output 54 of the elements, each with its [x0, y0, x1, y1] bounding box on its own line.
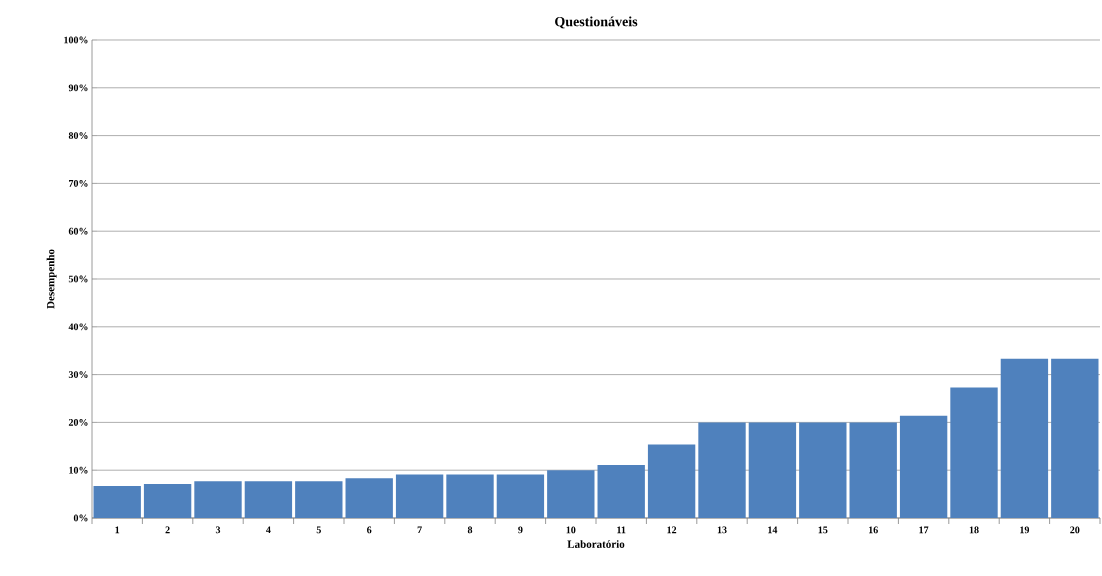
bar — [194, 481, 242, 518]
x-tick-label: 2 — [165, 526, 170, 534]
x-tick-label: 3 — [215, 526, 221, 534]
bar — [345, 478, 393, 518]
x-tick-label: 9 — [518, 526, 523, 534]
y-tick-label: 100% — [64, 36, 88, 44]
bar — [748, 422, 797, 518]
x-tick-label: 1 — [115, 526, 120, 534]
x-tick-label: 11 — [617, 526, 626, 534]
bar — [799, 422, 847, 518]
x-tick-label: 16 — [869, 526, 878, 534]
x-tick-label: 19 — [1020, 526, 1030, 534]
x-tick-label: 8 — [467, 526, 473, 534]
bar — [899, 415, 948, 518]
bar — [143, 484, 192, 518]
bar — [295, 481, 343, 518]
x-tick-label: 7 — [417, 526, 422, 534]
x-axis-title: Laboratório — [567, 540, 625, 548]
bar — [395, 474, 444, 518]
bar — [950, 387, 998, 518]
x-tick-label: 12 — [667, 526, 677, 534]
bar — [496, 474, 545, 518]
y-axis-title: Desempenho — [46, 249, 57, 309]
bar — [647, 444, 696, 518]
x-tick-label: 4 — [266, 526, 271, 534]
bar — [244, 481, 293, 518]
bar — [849, 422, 897, 518]
bar — [1000, 358, 1049, 518]
y-tick-label: 10% — [69, 466, 88, 474]
y-tick-label: 50% — [68, 275, 88, 283]
bar — [93, 485, 141, 518]
y-tick-label: 70% — [69, 180, 88, 187]
bar — [446, 474, 494, 518]
y-tick-label: 90% — [68, 84, 88, 92]
bar — [698, 422, 746, 518]
chart-title: Questionáveis — [555, 16, 638, 29]
x-tick-label: 13 — [717, 526, 727, 534]
y-tick-label: 0% — [73, 514, 88, 522]
x-tick-label: 15 — [818, 526, 828, 534]
bar — [547, 470, 595, 518]
bar — [597, 464, 645, 518]
y-tick-label: 30% — [68, 371, 88, 378]
x-tick-label: 10 — [566, 526, 576, 534]
x-tick-label: 17 — [919, 526, 929, 534]
x-tick-label: 14 — [768, 526, 778, 534]
x-tick-label: 6 — [367, 526, 372, 534]
y-tick-label: 40% — [68, 323, 88, 331]
x-tick-label: 5 — [316, 526, 321, 534]
y-tick-label: 80% — [68, 132, 88, 139]
bar — [1051, 358, 1099, 518]
y-tick-label: 20% — [68, 419, 88, 426]
y-tick-label: 60% — [68, 227, 88, 235]
x-tick-label: 20 — [1070, 526, 1080, 534]
x-tick-label: 18 — [969, 526, 979, 534]
